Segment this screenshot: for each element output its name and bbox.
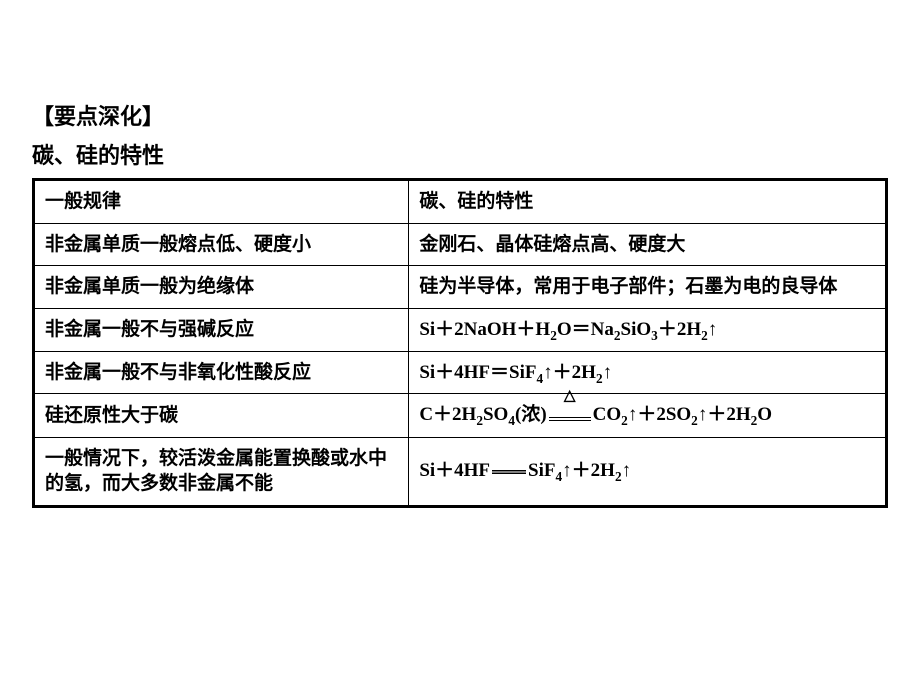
- table-cell-rule: 非金属单质一般为绝缘体: [34, 266, 409, 309]
- table-row: 一般情况下，较活泼金属能置换酸或水中的氢，而大多数非金属不能 Si＋4HFSiF…: [34, 437, 887, 506]
- table-cell-equation: Si＋4HF＝SiF4↑＋2H2↑: [409, 351, 887, 394]
- table-header-left: 一般规律: [34, 180, 409, 224]
- table-cell-equation: Si＋2NaOH＋H2O＝Na2SiO3＋2H2↑: [409, 308, 887, 351]
- table-cell-equation: C＋2H2SO4(浓)△CO2↑＋2SO2↑＋2H2O: [409, 394, 887, 437]
- table-cell-property: 金刚石、晶体硅熔点高、硬度大: [409, 223, 887, 266]
- table-header-right: 碳、硅的特性: [409, 180, 887, 224]
- table-header-row: 一般规律 碳、硅的特性: [34, 180, 887, 224]
- table-cell-rule: 非金属一般不与强碱反应: [34, 308, 409, 351]
- table-cell-rule: 硅还原性大于碳: [34, 394, 409, 437]
- table-row: 非金属一般不与强碱反应 Si＋2NaOH＋H2O＝Na2SiO3＋2H2↑: [34, 308, 887, 351]
- table-cell-rule: 一般情况下，较活泼金属能置换酸或水中的氢，而大多数非金属不能: [34, 437, 409, 506]
- section-heading-bracket: 【要点深化】: [32, 100, 888, 133]
- properties-table: 一般规律 碳、硅的特性 非金属单质一般熔点低、硬度小 金刚石、晶体硅熔点高、硬度…: [32, 178, 888, 508]
- table-cell-rule: 非金属单质一般熔点低、硬度小: [34, 223, 409, 266]
- table-cell-equation: Si＋4HFSiF4↑＋2H2↑: [409, 437, 887, 506]
- section-heading-topic: 碳、硅的特性: [32, 139, 888, 172]
- table-row: 非金属单质一般熔点低、硬度小 金刚石、晶体硅熔点高、硬度大: [34, 223, 887, 266]
- table-cell-rule: 非金属一般不与非氧化性酸反应: [34, 351, 409, 394]
- table-row: 非金属单质一般为绝缘体 硅为半导体，常用于电子部件；石墨为电的良导体: [34, 266, 887, 309]
- table-row: 非金属一般不与非氧化性酸反应 Si＋4HF＝SiF4↑＋2H2↑: [34, 351, 887, 394]
- table-cell-property: 硅为半导体，常用于电子部件；石墨为电的良导体: [409, 266, 887, 309]
- table-row: 硅还原性大于碳 C＋2H2SO4(浓)△CO2↑＋2SO2↑＋2H2O: [34, 394, 887, 437]
